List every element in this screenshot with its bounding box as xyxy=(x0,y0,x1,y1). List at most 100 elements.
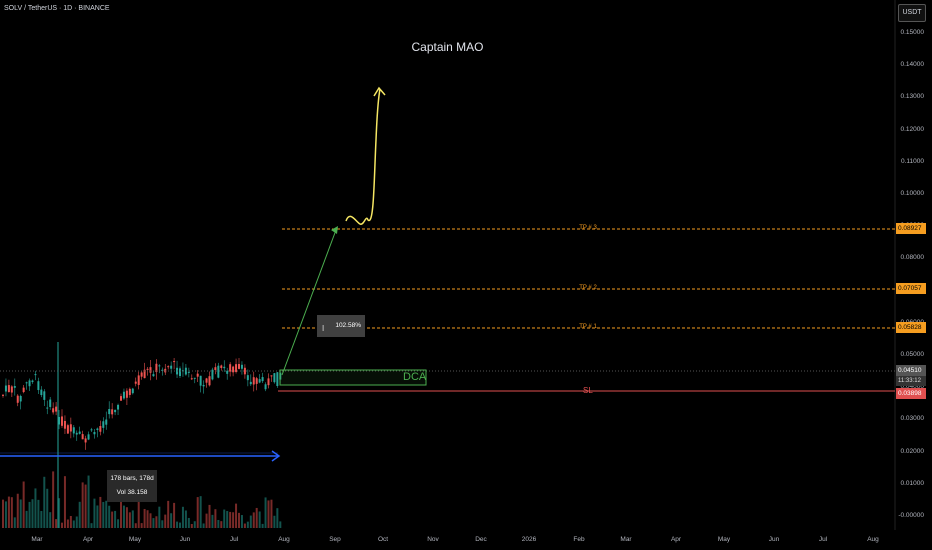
volume-bar xyxy=(235,503,238,528)
currency-button[interactable]: USDT xyxy=(898,4,926,22)
volume-bar xyxy=(223,509,226,528)
candle xyxy=(90,429,93,431)
tp2-label: TP # 2 xyxy=(579,285,597,291)
volume-bar xyxy=(16,493,19,528)
time-axis-label: Nov xyxy=(427,536,439,543)
volume-bar xyxy=(43,476,46,528)
volume-bar xyxy=(146,510,149,528)
candle xyxy=(158,365,161,367)
candle xyxy=(238,363,240,369)
time-axis-label: Oct xyxy=(377,536,389,543)
volume-bar xyxy=(93,498,96,528)
symbol-title[interactable]: SOLV / TetherUS · 1D · BINANCE xyxy=(4,5,110,12)
volume-bar xyxy=(134,523,137,528)
candle xyxy=(264,384,267,390)
candle xyxy=(267,378,270,386)
volume-bar xyxy=(58,498,61,528)
price-axis-label: 0.12000 xyxy=(900,125,925,133)
candle xyxy=(137,375,140,385)
volume-bar xyxy=(114,510,117,528)
volume-bar xyxy=(81,482,84,528)
volume-bar xyxy=(19,499,22,528)
volume-bar xyxy=(63,476,66,528)
volume-bar xyxy=(258,511,261,528)
candle xyxy=(7,385,10,393)
volume-bar xyxy=(176,521,179,528)
volume-bar xyxy=(111,511,114,528)
candle xyxy=(220,365,223,369)
candle xyxy=(255,378,258,384)
candle xyxy=(125,390,128,398)
volume-bar xyxy=(108,505,111,528)
volume-bar xyxy=(205,513,208,528)
volume-bar xyxy=(90,523,93,528)
projection-arrowhead xyxy=(331,226,338,234)
dca-label: DCA xyxy=(403,371,427,383)
volume-bar xyxy=(238,512,240,528)
candle xyxy=(75,432,78,435)
volume-bar xyxy=(202,523,205,528)
volume-bar xyxy=(34,488,37,528)
tp3-label: TP # 3 xyxy=(579,225,597,231)
volume-bar xyxy=(220,521,223,528)
candle xyxy=(16,395,19,403)
range-info: 178 bars, 178d Vol 38.158 xyxy=(107,470,157,502)
volume-bar xyxy=(264,497,267,528)
candle xyxy=(226,370,229,374)
volume-bar xyxy=(122,505,125,528)
current-price-tag: 0.04510 xyxy=(896,365,926,376)
price-axis-label: 0.14000 xyxy=(900,61,925,69)
price-axis-label: 0.02000 xyxy=(900,447,925,455)
volume-bar xyxy=(25,510,28,528)
price-axis-label: 0.11000 xyxy=(900,157,924,165)
volume-bar xyxy=(155,516,158,528)
volume-bar xyxy=(78,501,81,528)
candle xyxy=(13,386,16,388)
sl-price-tag: 0.03898 xyxy=(896,388,926,399)
volume-bar xyxy=(246,521,249,528)
volume-bar xyxy=(184,510,187,528)
candle xyxy=(2,394,4,396)
candle xyxy=(240,364,243,369)
price-axis-label: 0.10000 xyxy=(900,190,925,197)
price-axis-label: 0.04000 xyxy=(900,383,925,391)
volume-bar xyxy=(137,498,140,528)
volume-bar xyxy=(2,499,4,528)
candle xyxy=(72,427,75,434)
volume-bar xyxy=(46,488,49,528)
candle xyxy=(208,376,211,386)
volume-bar xyxy=(249,515,252,528)
candle xyxy=(202,384,205,387)
candle xyxy=(49,399,52,407)
time-axis-label: Apr xyxy=(670,536,682,543)
candle xyxy=(199,375,202,386)
volume-bar xyxy=(37,499,40,528)
candle xyxy=(235,364,238,372)
volume-bar xyxy=(261,523,264,528)
candle xyxy=(161,369,164,371)
time-axis-label: Jun xyxy=(768,536,780,543)
volume-bar xyxy=(211,514,214,528)
candle xyxy=(181,370,184,372)
time-axis-label: Sep xyxy=(329,536,341,543)
volume-bar xyxy=(173,502,176,528)
candle xyxy=(246,375,249,381)
candle xyxy=(4,385,7,392)
time-axis-label: Jul xyxy=(818,536,828,543)
candle xyxy=(63,420,66,429)
time-axis-label: May xyxy=(717,536,731,543)
volume-bar xyxy=(193,521,196,528)
candle xyxy=(134,381,137,384)
range-bars: 178 bars, 178d xyxy=(110,475,154,482)
volume-bar xyxy=(72,520,75,528)
candle xyxy=(37,381,40,391)
time-axis-label: Feb xyxy=(573,536,585,543)
measure-box[interactable]: Ι 102.58% xyxy=(317,315,365,337)
volume-bar xyxy=(164,514,167,528)
volume-layer xyxy=(2,471,282,528)
volume-bar xyxy=(170,513,173,528)
candle xyxy=(217,365,220,378)
price-axis-label: 0.05000 xyxy=(900,351,925,358)
volume-bar xyxy=(158,506,161,528)
